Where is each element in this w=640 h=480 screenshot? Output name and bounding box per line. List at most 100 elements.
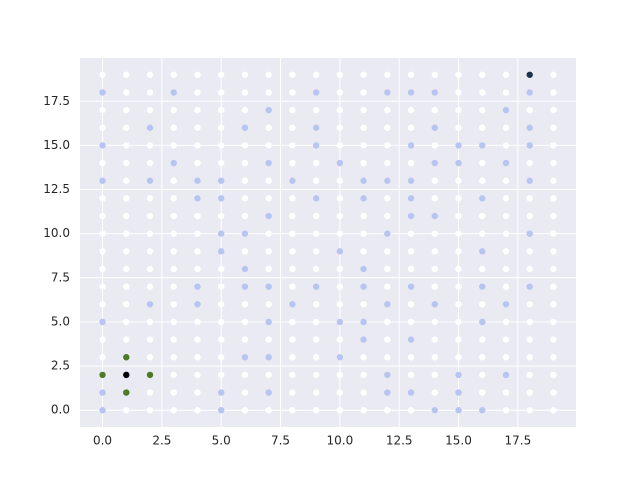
point <box>407 195 415 202</box>
point <box>218 336 225 343</box>
x-tick-label: 2.5 <box>152 434 171 448</box>
point <box>218 318 225 326</box>
point <box>502 354 510 361</box>
point <box>479 177 486 184</box>
point <box>407 230 415 237</box>
point <box>526 354 533 361</box>
point <box>407 389 415 396</box>
point <box>479 301 486 308</box>
point <box>526 265 533 273</box>
point <box>170 212 177 220</box>
point <box>170 71 177 78</box>
point <box>312 389 320 396</box>
point <box>99 212 106 220</box>
point <box>550 354 557 361</box>
point <box>431 265 438 273</box>
point <box>289 283 296 290</box>
point <box>99 230 106 237</box>
point <box>194 283 201 290</box>
point <box>218 407 225 414</box>
point <box>289 177 296 184</box>
point <box>336 318 344 326</box>
point <box>170 318 177 326</box>
point <box>170 336 177 343</box>
point <box>407 212 415 220</box>
point <box>312 177 320 184</box>
point <box>407 159 415 167</box>
point <box>550 407 557 414</box>
point <box>455 195 462 202</box>
point <box>502 248 510 255</box>
point <box>194 371 201 379</box>
point <box>99 71 106 78</box>
point <box>431 124 438 131</box>
point <box>431 283 438 290</box>
y-tick-label: 7.5 <box>51 270 70 284</box>
point <box>312 230 320 237</box>
point <box>431 354 438 361</box>
point <box>336 71 344 78</box>
point <box>146 230 154 237</box>
point <box>431 212 438 220</box>
point <box>360 283 367 290</box>
point <box>384 389 391 396</box>
y-tick-label: 0.0 <box>51 403 70 417</box>
point <box>526 195 533 202</box>
point <box>218 195 225 202</box>
point <box>550 142 557 149</box>
point <box>146 195 154 202</box>
point <box>265 142 272 149</box>
point <box>502 71 510 78</box>
point <box>170 230 177 237</box>
point <box>241 265 249 273</box>
point <box>241 354 249 361</box>
point <box>312 371 320 379</box>
point <box>289 71 296 78</box>
point <box>289 371 296 379</box>
point <box>146 212 154 220</box>
point <box>502 389 510 396</box>
point <box>431 177 438 184</box>
point <box>146 124 154 131</box>
point <box>384 248 391 255</box>
point <box>431 142 438 149</box>
point <box>218 177 225 184</box>
point <box>170 283 177 290</box>
point <box>455 354 462 361</box>
point <box>431 371 438 379</box>
point <box>99 142 106 149</box>
point <box>194 142 201 149</box>
point <box>123 212 130 220</box>
point <box>431 195 438 202</box>
point <box>479 71 486 78</box>
point <box>455 301 462 308</box>
point <box>265 106 272 114</box>
point <box>526 142 533 149</box>
point <box>123 159 130 167</box>
point <box>336 283 344 290</box>
point <box>384 283 391 290</box>
point <box>431 318 438 326</box>
point <box>312 336 320 343</box>
x-tick-label: 15.0 <box>445 434 472 448</box>
point <box>289 106 296 114</box>
point <box>170 89 177 96</box>
point <box>123 301 130 308</box>
point <box>502 230 510 237</box>
point <box>360 265 367 273</box>
point <box>146 106 154 114</box>
point <box>194 106 201 114</box>
point <box>455 177 462 184</box>
point <box>312 248 320 255</box>
point <box>194 89 201 96</box>
point <box>431 159 438 167</box>
point <box>123 389 130 396</box>
point <box>384 177 391 184</box>
point <box>384 354 391 361</box>
point <box>550 159 557 167</box>
point <box>312 354 320 361</box>
point <box>455 389 462 396</box>
point <box>265 389 272 396</box>
point <box>146 389 154 396</box>
